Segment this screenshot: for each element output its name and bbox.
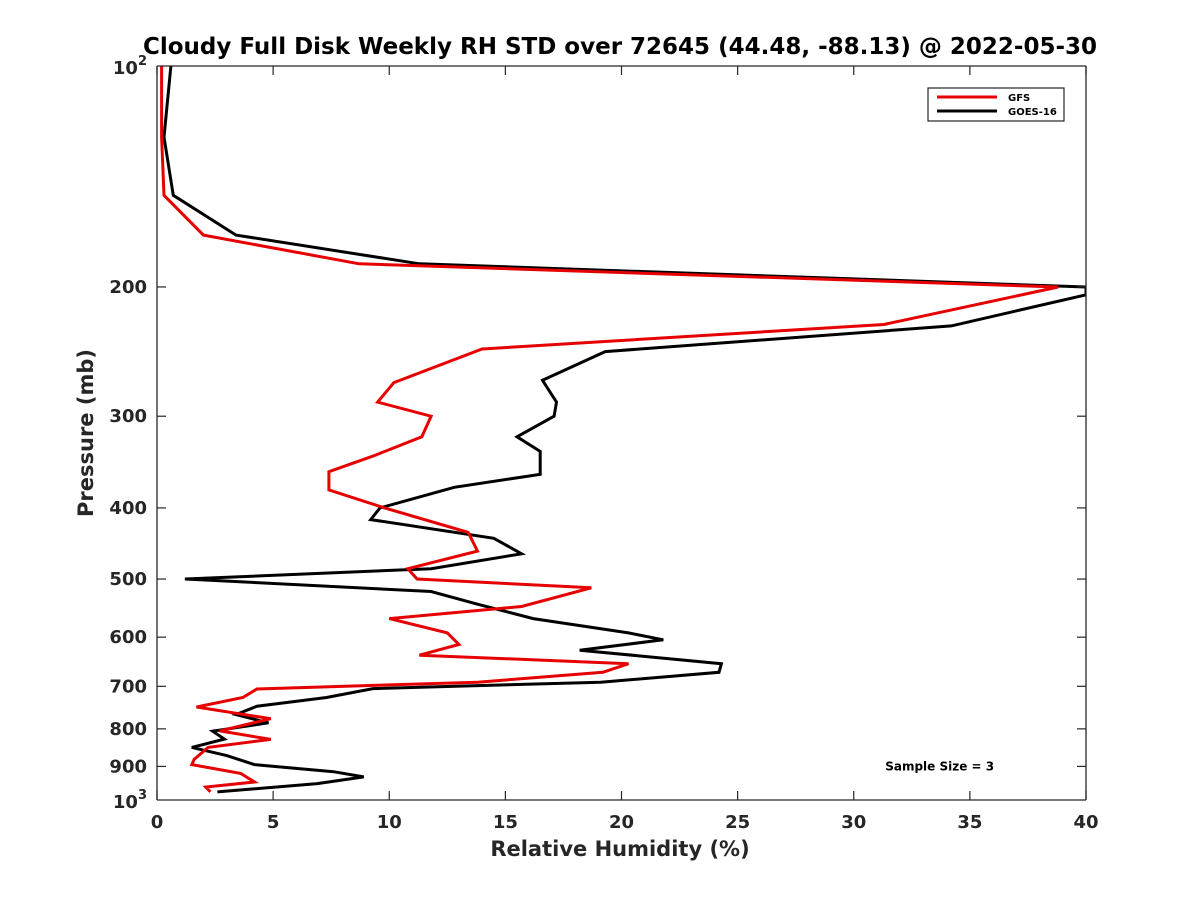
x-tick-label: 25 [725,812,750,833]
x-tick-label: 35 [957,812,982,833]
y-tick-label: 700 [109,676,147,697]
legend-entry: GOES-16 [1008,107,1057,118]
axes [156,65,1087,801]
x-axis-label: Relative Humidity (%) [490,837,749,861]
sample-size-annotation: Sample Size = 3 [885,759,994,773]
legend-box [927,87,1065,122]
y-tick-label-power: 103 [113,788,147,813]
y-tick-label: 400 [109,498,147,519]
x-tick-label: 0 [151,812,164,833]
y-tick-label-power: 102 [113,54,147,79]
x-tick-label: 20 [609,812,634,833]
legend: GFS GOES-16 [927,87,1065,122]
y-axis-label: Pressure (mb) [74,349,98,517]
y-tick-label: 900 [109,756,147,777]
x-tick-label: 10 [377,812,402,833]
x-tick-label: 30 [841,812,866,833]
y-tick-label: 600 [109,627,147,648]
x-tick-label: 15 [493,812,518,833]
y-tick-label: 800 [109,719,147,740]
tick-labels: 0 5 10 15 20 25 30 35 40 200 300 400 500 600 700 800 900… [109,54,1098,833]
x-tick-label: 5 [267,812,280,833]
series-line-gfs [160,66,1059,793]
chart-title: Cloudy Full Disk Weekly RH STD over 7264… [143,34,1097,60]
plot-lines [160,65,1086,794]
y-tick-label: 300 [109,406,147,427]
legend-entry: GFS [1008,93,1030,104]
y-tick-label: 500 [109,569,147,590]
series-line-goes-16 [162,65,1086,794]
y-tick-label: 200 [109,277,147,298]
x-tick-label: 40 [1073,812,1098,833]
annotations: Sample Size = 3 [885,759,994,773]
